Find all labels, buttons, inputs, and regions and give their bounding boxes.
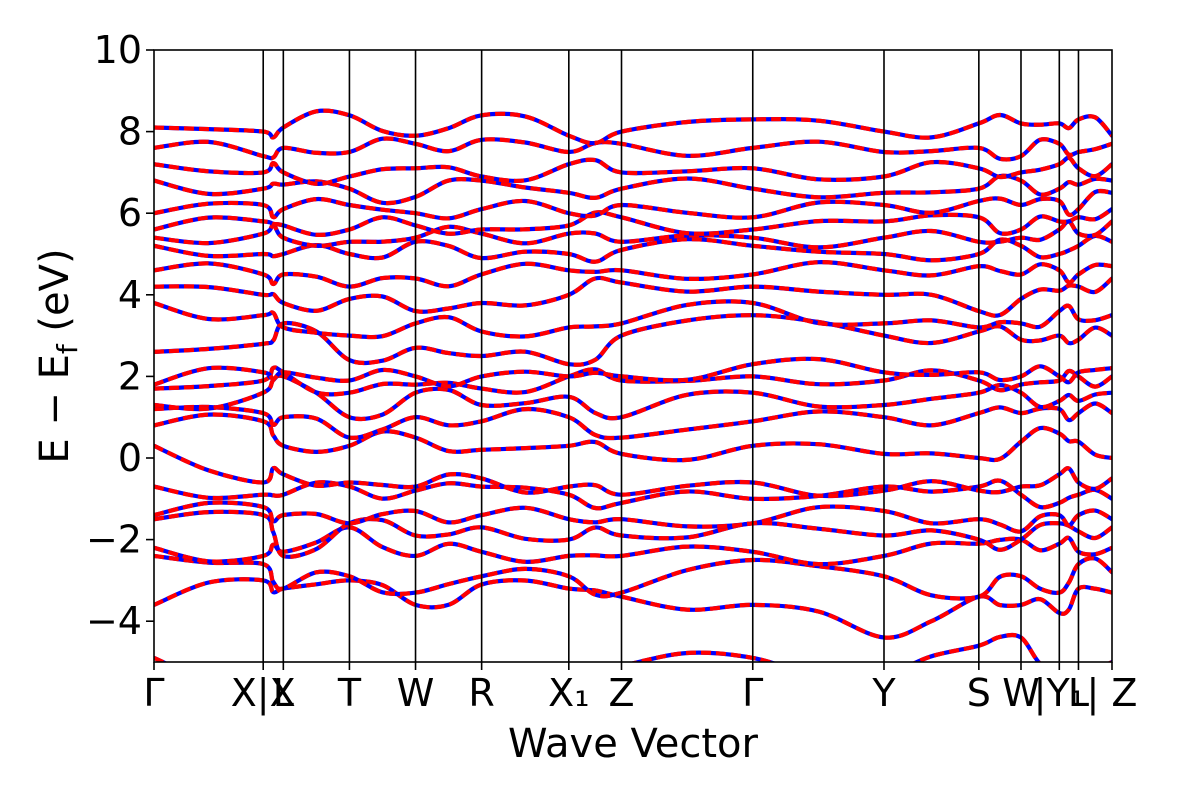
kpoint-label: S <box>967 671 991 715</box>
y-tick-label: 4 <box>118 273 142 317</box>
band-line-red <box>154 299 1112 340</box>
kpoint-label: W <box>397 671 435 715</box>
band-line-red <box>154 188 1112 221</box>
kpoint-label: Γ <box>143 671 164 715</box>
y-tick-label: −2 <box>86 518 142 562</box>
band-line-red <box>154 443 1112 499</box>
band-line-red <box>154 412 1112 463</box>
band-line-red <box>154 207 1112 237</box>
kpoint-label: L <box>273 671 294 715</box>
band-line-blue <box>154 553 1112 601</box>
y-axis: 10 8 6 4 2 0 −2 −4 <box>86 28 154 643</box>
band-line-blue <box>154 525 1112 567</box>
kpoint-label: X|X <box>231 671 296 716</box>
y-tick-label: −4 <box>86 599 142 643</box>
y-axis-title-main: E − E <box>32 354 78 464</box>
plot-frame <box>153 49 1113 663</box>
band-line-red <box>154 509 1112 559</box>
band-line-red <box>154 356 1112 389</box>
y-axis-title-unit: (eV) <box>32 248 78 344</box>
kpoint-label: R <box>468 671 494 715</box>
x-axis-title: Wave Vector <box>508 721 759 767</box>
band-line-red <box>154 108 1112 146</box>
band-line-red <box>154 155 1112 186</box>
kpoint-label: W <box>1002 671 1040 715</box>
kpoint-label: | Z <box>1087 671 1138 716</box>
band-line-red <box>154 525 1112 567</box>
band-line-red <box>154 500 1112 534</box>
svg-text:E − Ef (eV): E − Ef (eV) <box>32 248 84 463</box>
band-line-red <box>154 275 1112 318</box>
bands-layer <box>154 108 1112 662</box>
y-tick-label: 8 <box>118 110 142 154</box>
y-tick-label: 10 <box>94 28 142 72</box>
band-line-blue <box>154 207 1112 237</box>
kpoint-lines <box>262 50 1080 662</box>
kpoint-label: Γ <box>742 671 763 715</box>
band-line-red <box>154 401 1112 441</box>
kpoint-label: |Y₁ <box>1034 671 1085 716</box>
band-line-red <box>154 553 1112 601</box>
kpoint-label: Y <box>871 671 896 715</box>
band-line-red <box>154 313 1112 367</box>
kpoint-label: T <box>337 671 362 715</box>
y-axis-title-sub: f <box>51 343 84 354</box>
kpoint-label: L <box>1068 671 1089 715</box>
band-line-blue <box>154 401 1112 441</box>
x-axis: Γ X|XL T W R X₁ Z Γ Y S W|Y₁L| Z <box>143 662 1137 716</box>
y-tick-label: 2 <box>118 354 142 398</box>
band-line-red <box>154 219 1112 250</box>
band-line-red <box>154 577 1112 640</box>
band-line-blue <box>154 500 1112 534</box>
band-line-red <box>154 365 1112 397</box>
y-axis-title: E − Ef (eV) <box>32 248 84 463</box>
band-line-red <box>154 136 1112 162</box>
y-tick-label: 0 <box>118 436 142 480</box>
kpoint-label: Z <box>608 671 634 715</box>
band-line-red <box>154 260 1112 289</box>
kpoint-label: X₁ <box>548 671 589 715</box>
y-tick-label: 6 <box>118 191 142 235</box>
